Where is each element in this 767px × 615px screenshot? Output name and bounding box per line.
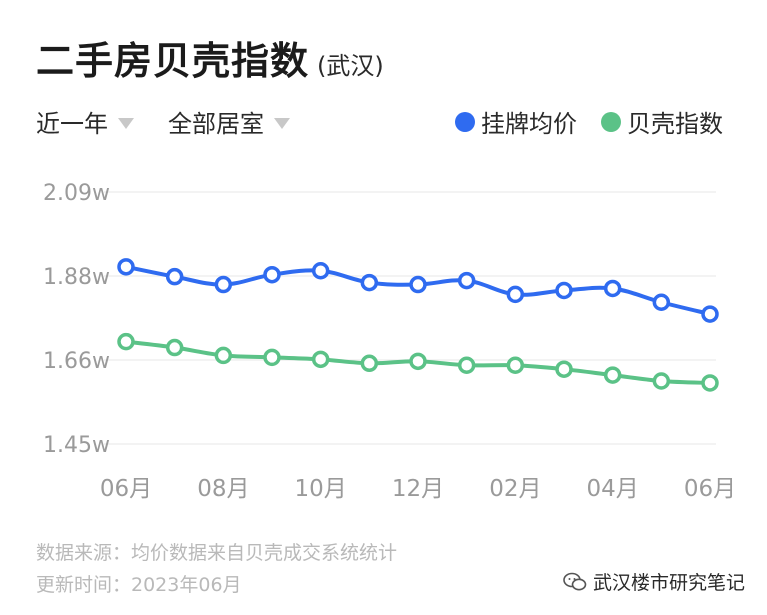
period-filter[interactable]: 近一年	[36, 104, 134, 139]
x-tick-label: 06月	[100, 476, 152, 502]
x-tick-label: 12月	[392, 476, 444, 502]
x-tick-label: 06月	[684, 476, 736, 502]
data-point	[506, 285, 525, 304]
data-point	[652, 293, 671, 311]
chart-legend: 挂牌均价 贝壳指数	[455, 104, 723, 139]
legend-dot-icon	[455, 111, 475, 132]
data-source-note: 数据来源：均价数据来自贝壳成交系统统计	[36, 542, 398, 564]
data-point	[311, 262, 330, 280]
data-point	[214, 275, 233, 294]
data-point	[117, 258, 135, 276]
city-label: (武汉)	[317, 52, 384, 80]
room-filter[interactable]: 全部居室	[168, 104, 290, 139]
data-point	[409, 275, 427, 294]
data-point	[555, 360, 573, 378]
data-point	[214, 346, 233, 365]
data-point	[457, 356, 476, 374]
data-point	[409, 352, 427, 371]
watermark: 武汉楼市研究笔记	[563, 568, 745, 595]
y-tick-label: 1.66w	[43, 349, 110, 374]
caret-down-icon	[274, 118, 290, 129]
data-point	[603, 366, 622, 384]
data-point	[603, 279, 622, 298]
update-time-note: 更新时间：2023年06月	[36, 574, 242, 596]
legend-dot-icon	[601, 111, 621, 132]
data-point	[117, 332, 135, 351]
watermark-text: 武汉楼市研究笔记	[592, 572, 745, 594]
period-filter-label: 近一年	[36, 110, 108, 138]
data-point	[311, 350, 330, 369]
x-tick-label: 02月	[489, 476, 541, 502]
data-point	[263, 348, 281, 367]
data-point	[555, 281, 573, 300]
data-point	[360, 354, 379, 373]
data-point	[701, 374, 719, 392]
data-point	[506, 356, 525, 374]
data-point	[263, 265, 281, 284]
data-point	[457, 271, 476, 290]
filter-bar: 近一年 全部居室	[36, 104, 290, 139]
x-tick-label: 10月	[295, 476, 347, 502]
x-tick-label: 08月	[197, 476, 249, 502]
legend-item-beike-index[interactable]: 贝壳指数	[601, 104, 723, 139]
wechat-icon	[563, 572, 587, 590]
data-point	[165, 267, 184, 286]
data-point	[165, 338, 184, 357]
data-point	[360, 273, 379, 292]
legend-label: 挂牌均价	[481, 110, 577, 138]
legend-label: 贝壳指数	[627, 110, 723, 138]
legend-item-listing-price[interactable]: 挂牌均价	[455, 104, 577, 139]
y-tick-label: 2.09w	[43, 181, 110, 206]
room-filter-label: 全部居室	[168, 110, 264, 138]
chart-title: 二手房贝壳指数	[36, 39, 310, 83]
data-point	[701, 305, 719, 323]
y-tick-label: 1.88w	[43, 265, 110, 290]
x-tick-label: 04月	[587, 476, 639, 502]
y-tick-label: 1.45w	[43, 433, 110, 458]
caret-down-icon	[118, 118, 134, 129]
title-row: 二手房贝壳指数 (武汉)	[36, 30, 384, 85]
data-point	[652, 372, 671, 390]
